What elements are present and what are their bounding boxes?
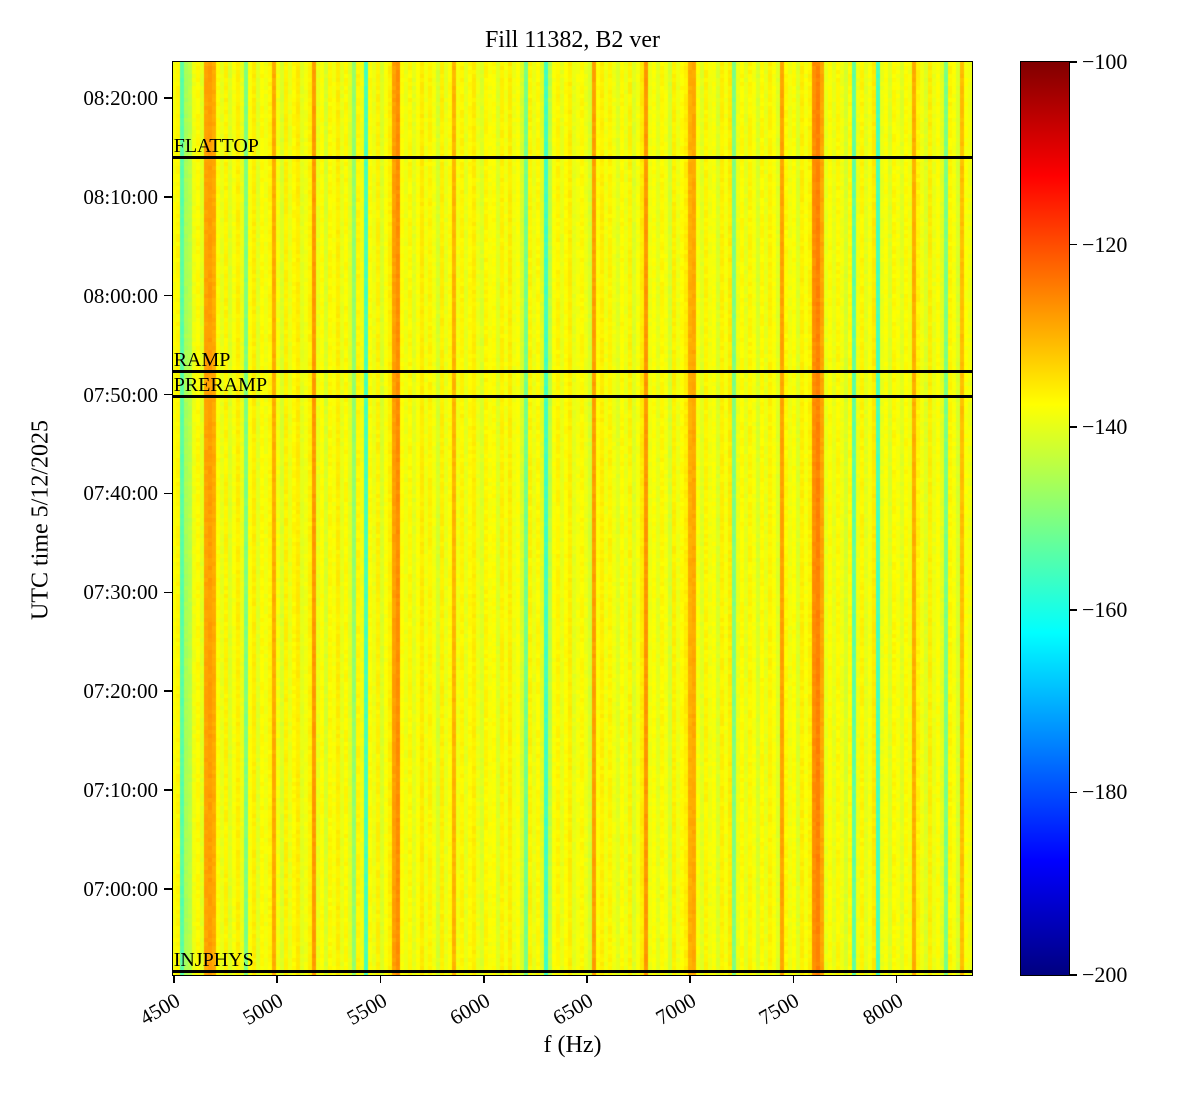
x-tick-label: 5500: [342, 988, 391, 1030]
annotation-label-flattop: FLATTOP: [173, 135, 259, 158]
annotation-line-preramp: [172, 395, 972, 399]
y-tick-label: 07:00:00: [83, 876, 158, 901]
y-tick-mark: [164, 888, 172, 890]
colorbar-tick-label: −140: [1082, 414, 1128, 440]
colorbar-tick-mark: [1070, 974, 1077, 976]
y-tick-label: 08:00:00: [83, 283, 158, 308]
annotation-line-flattop: [172, 156, 972, 160]
chart-title: Fill 11382, B2 ver: [484, 27, 661, 53]
colorbar-tick-mark: [1070, 61, 1077, 63]
x-tick-mark: [689, 975, 691, 983]
colorbar-tick-label: −100: [1082, 49, 1128, 74]
y-tick-mark: [164, 393, 172, 396]
colorbar-tick-mark: [1070, 609, 1077, 611]
y-tick-mark: [164, 196, 172, 198]
x-tick-label: 4500: [135, 988, 185, 1030]
y-tick-mark: [164, 97, 172, 99]
colorbar-tick-label: −180: [1082, 779, 1128, 805]
x-tick-mark: [792, 975, 795, 983]
y-tick-label: 07:10:00: [83, 778, 158, 803]
x-tick-label: 8000: [858, 988, 907, 1030]
colorbar-tick-label: −160: [1082, 596, 1128, 622]
y-tick-mark: [164, 492, 172, 495]
y-tick-label: 07:30:00: [83, 580, 158, 605]
x-tick-label: 6000: [445, 988, 494, 1030]
x-axis-label: f (Hz): [543, 1032, 602, 1058]
y-tick-mark: [164, 294, 172, 297]
y-tick-mark: [164, 690, 172, 692]
x-tick-mark: [482, 975, 485, 983]
colorbar: [1019, 60, 1070, 976]
colorbar-tick-mark: [1070, 243, 1077, 246]
x-tick-label: 7000: [651, 988, 701, 1030]
plot-area: FLATTOP RAMP PRERAMP INJPHYS: [171, 60, 973, 976]
annotation-line-injphys: [172, 970, 972, 974]
colorbar-tick-label: −120: [1082, 231, 1128, 257]
annotation-label-ramp: RAMP: [173, 349, 231, 372]
x-tick-label: 6500: [548, 988, 597, 1030]
spectrogram-canvas: [172, 61, 972, 975]
x-tick-label: 5000: [238, 988, 288, 1030]
colorbar-tick-mark: [1070, 426, 1077, 428]
colorbar-tick-label: −200: [1082, 962, 1128, 987]
x-tick-label: 7500: [755, 988, 804, 1030]
y-tick-label: 08:10:00: [83, 184, 158, 209]
y-tick-label: 07:40:00: [83, 481, 158, 506]
annotation-line-ramp: [172, 370, 972, 374]
annotation-label-injphys: INJPHYS: [173, 949, 254, 972]
y-tick-label: 08:20:00: [83, 85, 158, 110]
x-tick-mark: [895, 975, 898, 983]
x-tick-mark: [173, 975, 175, 983]
colorbar-tick-mark: [1070, 791, 1077, 794]
x-tick-mark: [276, 975, 279, 983]
y-tick-label: 07:50:00: [83, 382, 158, 407]
y-tick-label: 07:20:00: [83, 679, 158, 704]
x-tick-mark: [586, 975, 588, 983]
y-tick-mark: [164, 591, 172, 594]
x-tick-mark: [379, 975, 382, 983]
annotation-label-preramp: PRERAMP: [173, 374, 268, 397]
y-tick-mark: [164, 789, 172, 791]
